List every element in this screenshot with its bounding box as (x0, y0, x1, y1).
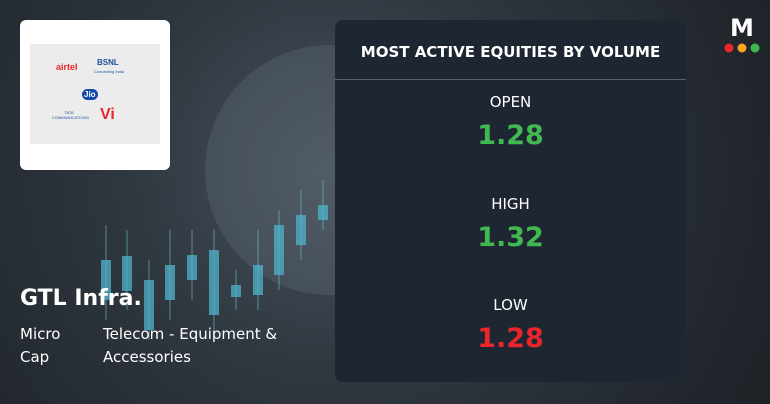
logo-text: airtel (56, 62, 78, 72)
market-cap: Micro Cap (20, 325, 61, 366)
logo-text: TATA COMMUNICATIONS (52, 110, 90, 120)
logo-text: Vi (100, 106, 115, 123)
company-name: GTL Infra. (20, 286, 142, 311)
stat-value: 1.28 (477, 323, 544, 354)
stat-label: OPEN (489, 93, 532, 111)
logo-text: BSNL (97, 58, 119, 67)
panel-title: MOST ACTIVE EQUITIES BY VOLUME (335, 20, 686, 80)
logo-text: Jio (82, 89, 98, 100)
company-logo: airtel BSNL Connecting India Jio TATA CO… (30, 44, 160, 144)
stat-label: LOW (493, 296, 528, 314)
brand-logo: M (730, 14, 754, 42)
logo-card: airtel BSNL Connecting India Jio TATA CO… (20, 20, 170, 170)
stat-label: HIGH (491, 194, 530, 213)
stat-value: 1.28 (477, 120, 544, 151)
stat-value: 1.32 (477, 221, 544, 253)
stats-panel: MOST ACTIVE EQUITIES BY VOLUME OPEN 1.28 H… (335, 20, 686, 382)
sector: Telecom - Equipment & Accessories (103, 325, 278, 366)
logo-text: Connecting India (94, 69, 125, 74)
